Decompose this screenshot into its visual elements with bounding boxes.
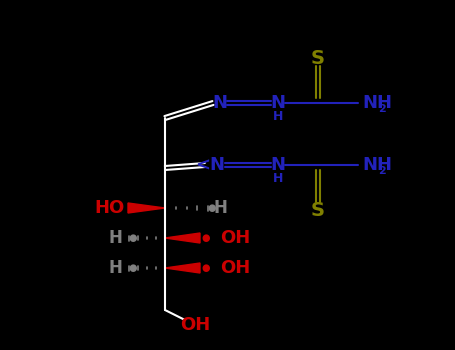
Text: ●: ●	[129, 233, 137, 243]
Text: H: H	[273, 172, 283, 184]
Text: OH: OH	[180, 316, 210, 334]
Text: 2: 2	[378, 104, 386, 114]
Text: OH: OH	[220, 229, 250, 247]
Polygon shape	[128, 203, 165, 213]
Text: H: H	[273, 110, 283, 122]
Text: N: N	[271, 156, 285, 174]
Polygon shape	[165, 263, 200, 273]
Text: H: H	[108, 259, 122, 277]
Text: ●: ●	[130, 203, 138, 213]
Text: N: N	[212, 94, 228, 112]
Text: ●: ●	[202, 233, 210, 243]
Text: S: S	[311, 49, 325, 68]
Text: NH: NH	[362, 156, 392, 174]
Text: OH: OH	[220, 259, 250, 277]
Text: S: S	[311, 201, 325, 219]
Text: N: N	[271, 94, 285, 112]
Text: H: H	[213, 199, 227, 217]
Text: ●: ●	[208, 203, 216, 213]
Text: <N: <N	[195, 156, 225, 174]
Polygon shape	[165, 233, 200, 243]
Text: HO: HO	[95, 199, 125, 217]
Text: 2: 2	[378, 166, 386, 176]
Text: H: H	[108, 229, 122, 247]
Text: ●: ●	[129, 263, 137, 273]
Text: ●: ●	[202, 263, 210, 273]
Text: NH: NH	[362, 94, 392, 112]
